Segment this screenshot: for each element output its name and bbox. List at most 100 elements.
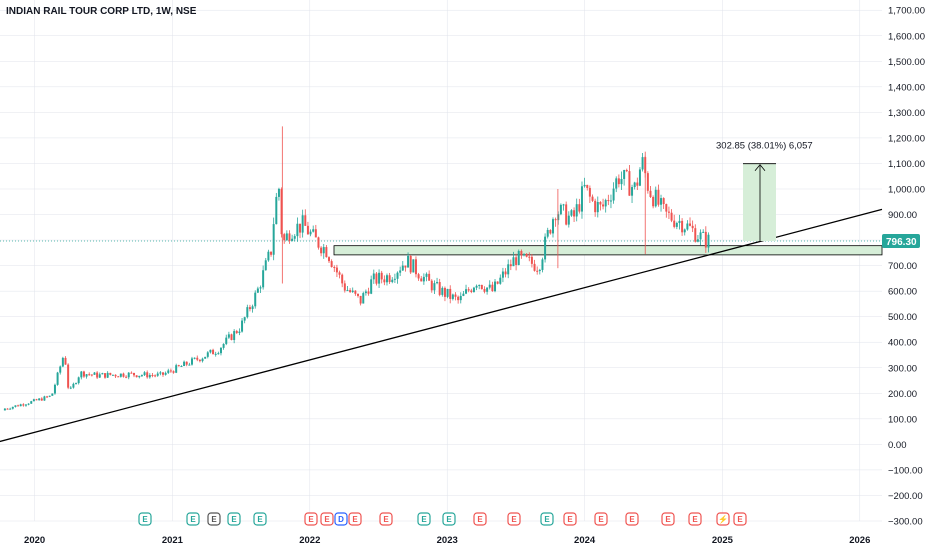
event-symbol: E <box>477 515 483 524</box>
candle-body <box>67 364 70 388</box>
candle-body <box>370 279 373 294</box>
split-event-icon[interactable]: ⚡ <box>716 512 730 526</box>
earnings-event-icon[interactable]: E <box>138 512 152 526</box>
candle-body <box>204 356 207 359</box>
candle-body <box>61 357 64 367</box>
x-axis: 2020 2021 2022 2023 2024 2025 2026 <box>24 535 870 546</box>
event-badge <box>661 512 675 526</box>
earnings-event-icon[interactable]: E <box>661 512 675 526</box>
earnings-event-icon[interactable]: E <box>207 512 221 526</box>
candle-body <box>675 223 678 227</box>
candle-body <box>480 284 483 289</box>
candle-body <box>544 236 547 260</box>
candle-body <box>101 373 104 375</box>
candle-body <box>125 376 128 378</box>
candle-body <box>372 273 375 280</box>
earnings-event-icon[interactable]: E <box>540 512 554 526</box>
candle-body <box>356 293 359 296</box>
candle-body <box>512 257 515 267</box>
candle-body <box>667 211 670 213</box>
earnings-event-icon[interactable]: E <box>227 512 241 526</box>
candle-body <box>528 256 531 258</box>
candle-body <box>267 251 270 261</box>
y-tick-label: 300.00 <box>888 363 917 374</box>
earnings-event-icon[interactable]: E <box>186 512 200 526</box>
event-badge <box>320 512 334 526</box>
price-range-box[interactable] <box>743 163 776 242</box>
current-price-tag-bg <box>882 234 920 249</box>
candle-body <box>404 265 407 268</box>
candle-body <box>119 373 122 377</box>
candle-body <box>280 188 283 235</box>
candle-body <box>699 232 702 240</box>
y-tick-label: 0.00 <box>888 440 907 451</box>
candle-body <box>536 270 539 272</box>
y-tick-label: 1,700.00 <box>888 6 925 17</box>
candle-body <box>399 270 402 273</box>
earnings-event-icon[interactable]: E <box>304 512 318 526</box>
candle-body <box>670 212 673 221</box>
event-symbol: ⚡ <box>718 514 728 524</box>
earnings-event-icon[interactable]: E <box>594 512 608 526</box>
candle-body <box>3 408 6 411</box>
candle-body <box>185 361 188 365</box>
candle-body <box>596 202 599 213</box>
candle-body <box>591 196 594 201</box>
y-tick-label: 1,500.00 <box>888 57 925 68</box>
candle-body <box>46 396 49 398</box>
event-symbol: E <box>511 515 517 524</box>
candle-body <box>190 358 193 365</box>
candle-body <box>175 365 178 373</box>
arrow-head-icon <box>754 164 766 171</box>
candle-body <box>9 408 12 410</box>
candle-body <box>69 387 72 389</box>
earnings-event-icon[interactable]: E <box>563 512 577 526</box>
event-badge <box>625 512 639 526</box>
earnings-event-icon[interactable]: E <box>688 512 702 526</box>
y-tick-label: 1,100.00 <box>888 159 925 170</box>
candle-body <box>391 279 394 283</box>
candle-body <box>459 295 462 301</box>
candle-body <box>507 264 510 275</box>
event-badge <box>138 512 152 526</box>
candle-body <box>167 370 170 373</box>
earnings-event-icon[interactable]: E <box>442 512 456 526</box>
y-tick-label: 400.00 <box>888 338 917 349</box>
earnings-event-icon[interactable]: E <box>379 512 393 526</box>
candle-body <box>75 383 78 385</box>
candle-body <box>330 261 333 268</box>
earnings-event-icon[interactable]: E <box>473 512 487 526</box>
earnings-event-icon[interactable]: E <box>348 512 362 526</box>
price-range-tool[interactable]: 302.85 (38.01%) 6,057 <box>716 141 813 242</box>
candle-body <box>681 220 684 233</box>
support-zone[interactable] <box>333 245 883 256</box>
x-tick-label: 2023 <box>437 535 458 546</box>
event-badge <box>716 512 730 526</box>
earnings-event-icon[interactable]: E <box>253 512 267 526</box>
current-price-label: 796.30 <box>886 237 917 248</box>
candle-body <box>241 320 244 332</box>
earnings-event-icon[interactable]: E <box>320 512 334 526</box>
candle-body <box>636 182 639 186</box>
candle-body <box>256 288 259 293</box>
y-tick-label: −300.00 <box>888 517 923 528</box>
candle-body <box>135 375 138 378</box>
chart-title: INDIAN RAIL TOUR CORP LTD, 1W, NSE <box>6 6 197 17</box>
candle-body <box>599 202 602 205</box>
earnings-event-icon[interactable]: E <box>507 512 521 526</box>
earnings-event-icon[interactable]: E <box>417 512 431 526</box>
earnings-event-icon[interactable]: E <box>625 512 639 526</box>
candle-body <box>227 334 230 338</box>
event-badge <box>507 512 521 526</box>
candle-body <box>689 223 692 226</box>
earnings-event-icon[interactable]: E <box>733 512 747 526</box>
candle-body <box>156 373 159 376</box>
dividend-event-icon[interactable]: D <box>334 512 348 526</box>
event-markers[interactable]: E E E E E E E D E E E E E E E E E E E E ⚡ E <box>138 512 747 526</box>
candle-body <box>296 223 299 237</box>
candle-body <box>612 188 615 201</box>
trendline[interactable] <box>0 208 883 444</box>
candle-body <box>235 331 238 333</box>
candle-body <box>270 251 273 255</box>
